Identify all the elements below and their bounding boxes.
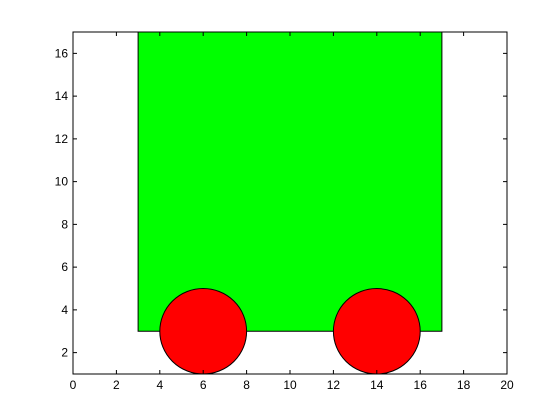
body-rectangle xyxy=(137,31,443,332)
x-tick-label: 10 xyxy=(283,378,297,392)
x-tick-label: 20 xyxy=(500,378,514,392)
left-wheel-circle xyxy=(159,288,248,375)
x-tick-label: 14 xyxy=(370,378,384,392)
x-tick-label: 12 xyxy=(327,378,341,392)
y-tick-label: 6 xyxy=(61,260,68,274)
y-tick-label: 2 xyxy=(61,346,68,360)
y-tick-label: 12 xyxy=(55,132,69,146)
y-tick-label: 8 xyxy=(61,217,68,231)
shapes-layer xyxy=(137,31,443,375)
y-axis-ticks: 2 4 6 8 10 12 14 16 xyxy=(55,46,507,360)
y-tick-label: 10 xyxy=(55,175,69,189)
x-tick-label: 18 xyxy=(457,378,471,392)
y-tick-label: 16 xyxy=(55,46,69,60)
x-tick-label: 0 xyxy=(70,378,77,392)
y-tick-label: 14 xyxy=(55,89,69,103)
y-tick-label: 4 xyxy=(61,303,68,317)
x-axis-ticks: 0 2 4 6 8 10 12 14 16 18 20 xyxy=(70,32,514,392)
right-wheel-circle xyxy=(332,288,421,375)
x-tick-label: 16 xyxy=(414,378,428,392)
x-tick-label: 8 xyxy=(243,378,250,392)
x-tick-label: 2 xyxy=(113,378,120,392)
x-tick-label: 4 xyxy=(156,378,163,392)
x-tick-label: 6 xyxy=(200,378,207,392)
